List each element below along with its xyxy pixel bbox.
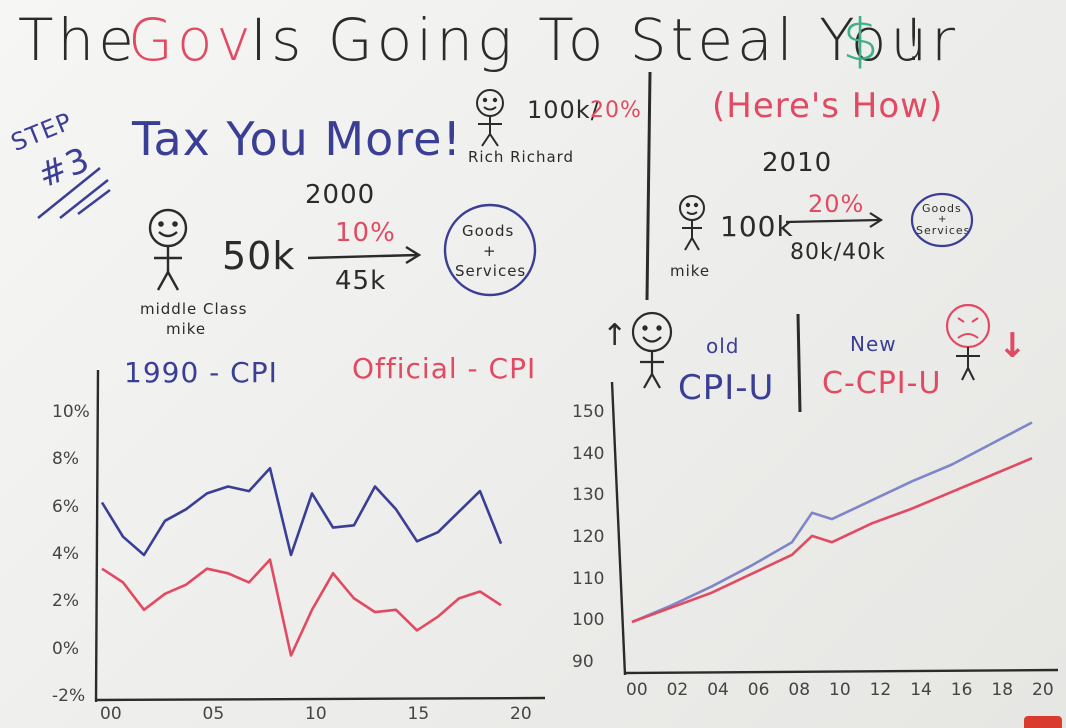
right-series-line-0 bbox=[631, 421, 1033, 624]
rich-rate: 20% bbox=[590, 98, 642, 123]
step-slash-1 bbox=[37, 167, 101, 219]
vertical-divider bbox=[645, 71, 652, 301]
left-x-tick: 20 bbox=[510, 704, 532, 724]
corner-badge bbox=[1024, 716, 1062, 728]
right-income: 100k bbox=[720, 210, 794, 243]
right-x-tick: 04 bbox=[707, 680, 729, 700]
right-x-tick: 12 bbox=[869, 680, 892, 700]
title-steal: Is Going To Steal Your bbox=[250, 6, 959, 74]
left-x-tick: 00 bbox=[100, 704, 122, 724]
left-chart-axes bbox=[94, 369, 546, 703]
right-chart-lines bbox=[631, 421, 1033, 624]
left-y-tick: 10% bbox=[52, 402, 90, 422]
left-y-tick: 6% bbox=[52, 496, 79, 517]
right-series-line-1 bbox=[631, 457, 1033, 624]
left-year: 2000 bbox=[305, 180, 376, 210]
right-person: mike bbox=[670, 262, 711, 280]
step-slash-2 bbox=[59, 179, 109, 219]
left-y-tick: -2% bbox=[52, 686, 86, 706]
left-after-tax: 45k bbox=[335, 266, 387, 296]
title-the: The bbox=[18, 6, 138, 74]
left-y-tick: 4% bbox=[52, 544, 79, 564]
left-chart-lines bbox=[100, 466, 503, 657]
right-x-tick: 06 bbox=[747, 680, 770, 700]
series-label-official-cpi: Official - CPI bbox=[352, 352, 537, 385]
left-x-tick: 10 bbox=[305, 704, 327, 724]
title-gov: Gov bbox=[128, 6, 255, 74]
left-person-1: middle Class bbox=[140, 300, 248, 318]
right-x-tick: 08 bbox=[788, 680, 811, 700]
new-label: New bbox=[850, 332, 897, 356]
right-goods-3: Services bbox=[916, 224, 971, 237]
right-x-tick: 02 bbox=[666, 680, 689, 700]
right-x-tick: 16 bbox=[950, 680, 973, 700]
old-index: CPI-U bbox=[678, 368, 775, 408]
right-x-tick: 20 bbox=[1032, 680, 1054, 700]
right-x-tick: 14 bbox=[910, 680, 932, 700]
left-income: 50k bbox=[222, 234, 296, 278]
right-after-tax: 80k/40k bbox=[790, 240, 886, 265]
left-goods-3: Services bbox=[455, 262, 527, 280]
title-dollar: $ bbox=[842, 6, 883, 74]
happy-figure bbox=[631, 311, 673, 389]
left-goods-2: + bbox=[483, 242, 497, 260]
rich-name: Rich Richard bbox=[468, 148, 575, 166]
headline: Tax You More! bbox=[132, 112, 462, 166]
right-x-tick: 18 bbox=[991, 680, 1014, 700]
right-subtitle: (Here's How) bbox=[712, 86, 944, 126]
left-person-2: mike bbox=[166, 320, 207, 338]
left-x-tick: 15 bbox=[407, 704, 430, 724]
right-goods-1: Goods bbox=[922, 202, 962, 215]
left-y-tick: 8% bbox=[52, 449, 79, 470]
right-y-tick: 130 bbox=[572, 485, 605, 506]
right-rate: 20% bbox=[808, 190, 865, 218]
right-x-tick: 00 bbox=[626, 680, 648, 700]
down-arrow: ↓ bbox=[998, 326, 1028, 366]
title-bang: ! bbox=[902, 6, 930, 74]
left-arrow bbox=[307, 245, 422, 265]
right-chart-axes bbox=[610, 381, 1059, 676]
left-y-tick: 0% bbox=[52, 638, 79, 659]
right-y-tick: 140 bbox=[572, 443, 605, 464]
sad-figure bbox=[945, 303, 991, 381]
right-year: 2010 bbox=[762, 148, 833, 178]
right-x-tick: 10 bbox=[829, 680, 851, 700]
right-goods-circle bbox=[910, 192, 974, 248]
old-label: old bbox=[706, 334, 740, 358]
series-label-1990-cpi: 1990 - CPI bbox=[124, 356, 278, 389]
new-index: C-CPI-U bbox=[822, 366, 942, 401]
left-x-tick: 05 bbox=[202, 704, 225, 724]
rich-amount: 100k/ bbox=[527, 96, 600, 124]
right-y-tick: 110 bbox=[572, 568, 605, 589]
right-goods-2: + bbox=[938, 214, 948, 225]
right-y-tick: 100 bbox=[572, 610, 605, 631]
rich-richard-figure bbox=[476, 89, 504, 147]
right-y-tick: 150 bbox=[572, 402, 605, 422]
middle-class-mike-figure bbox=[148, 208, 188, 291]
left-rate: 10% bbox=[335, 218, 396, 248]
left-goods-circle bbox=[443, 203, 537, 297]
step-slash-3 bbox=[77, 189, 111, 215]
up-arrow: ↑ bbox=[602, 318, 629, 353]
right-y-tick: 90 bbox=[572, 652, 594, 672]
left-y-tick: 2% bbox=[52, 591, 79, 612]
cpi-divider bbox=[796, 313, 802, 413]
right-mike-figure bbox=[679, 195, 705, 251]
left-series-line-0 bbox=[100, 466, 503, 557]
right-y-tick: 120 bbox=[572, 527, 605, 547]
left-goods-1: Goods bbox=[462, 222, 515, 240]
right-arrow bbox=[785, 212, 884, 228]
left-series-line-1 bbox=[101, 558, 502, 657]
